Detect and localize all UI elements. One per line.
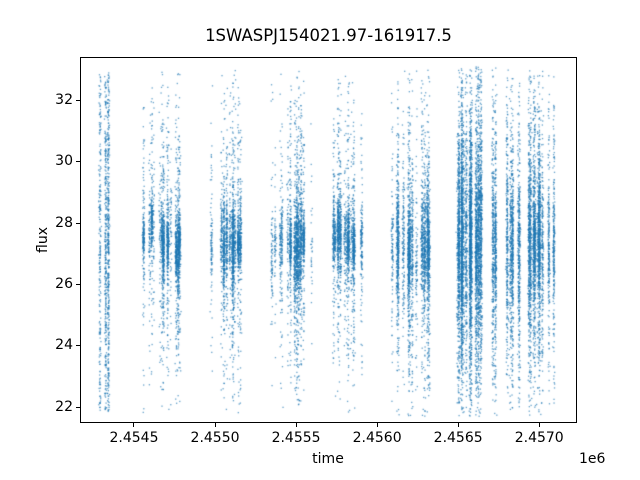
y-tick-mark (76, 161, 80, 163)
x-tick-mark (133, 423, 135, 427)
x-tick-mark (538, 423, 540, 427)
y-tick-label: 32 (55, 91, 73, 108)
x-tick-mark (376, 423, 378, 427)
y-tick-label: 28 (55, 214, 73, 231)
x-tick-label: 2.4570 (514, 430, 564, 446)
y-tick-mark (76, 283, 80, 285)
x-tick-mark (295, 423, 297, 427)
y-tick-label: 22 (55, 398, 73, 415)
x-tick-label: 2.4555 (271, 430, 321, 446)
plot-area (80, 57, 577, 423)
y-tick-label: 24 (55, 337, 73, 354)
y-tick-mark (76, 222, 80, 224)
y-tick-label: 26 (55, 275, 73, 292)
y-tick-mark (76, 99, 80, 101)
x-tick-label: 2.4565 (433, 430, 483, 446)
y-axis-label: flux (35, 227, 51, 253)
y-tick-mark (76, 406, 80, 408)
y-tick-mark (76, 345, 80, 347)
chart-title: 1SWASPJ154021.97-161917.5 (205, 26, 452, 45)
scatter-points-canvas (80, 57, 577, 423)
x-axis-offset-multiplier: 1e6 (579, 451, 606, 467)
x-tick-mark (214, 423, 216, 427)
x-tick-label: 2.4550 (190, 430, 240, 446)
x-tick-mark (457, 423, 459, 427)
x-tick-label: 2.4545 (109, 430, 159, 446)
y-tick-label: 30 (55, 153, 73, 170)
x-tick-label: 2.4560 (352, 430, 402, 446)
x-axis-label: time (312, 451, 344, 467)
